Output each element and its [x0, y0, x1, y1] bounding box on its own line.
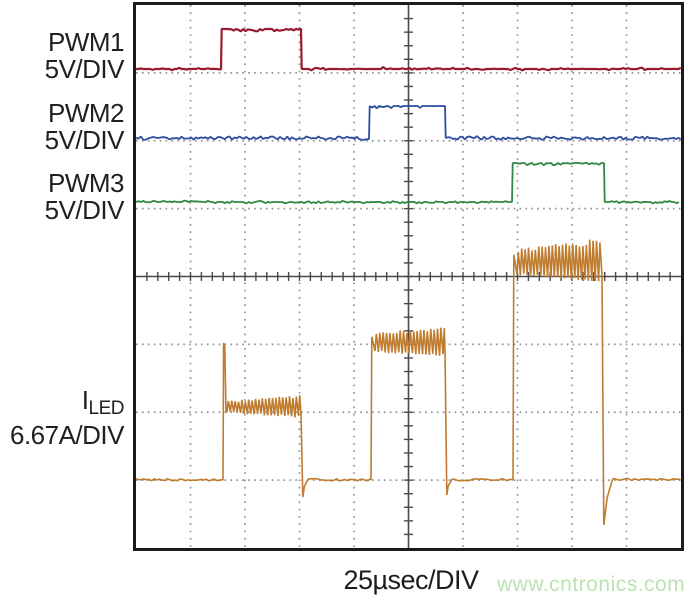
channel-scale-pwm2: 5V/DIV — [44, 125, 125, 155]
channel-label-pwm3: PWM3 5V/DIV — [0, 168, 125, 225]
channel-scale-iled: 6.67A/DIV — [9, 420, 125, 450]
scope-graticule-and-traces — [136, 5, 681, 548]
channel-name-iled: ILED — [81, 385, 125, 420]
channel-name-pwm2: PWM2 — [48, 98, 125, 128]
channel-label-iled: ILED 6.67A/DIV — [0, 385, 125, 450]
channel-label-pwm1: PWM1 5V/DIV — [0, 27, 125, 84]
timebase-label: 25µsec/DIV — [343, 565, 479, 595]
channel-scale-pwm1: 5V/DIV — [44, 54, 125, 84]
channel-label-pwm2: PWM2 5V/DIV — [0, 98, 125, 155]
channel-scale-pwm3: 5V/DIV — [44, 195, 125, 225]
scope-screen — [133, 2, 684, 551]
watermark: www.cntronics.com — [497, 573, 685, 596]
channel-name-pwm1: PWM1 — [48, 27, 125, 57]
channel-name-pwm3: PWM3 — [48, 168, 125, 198]
